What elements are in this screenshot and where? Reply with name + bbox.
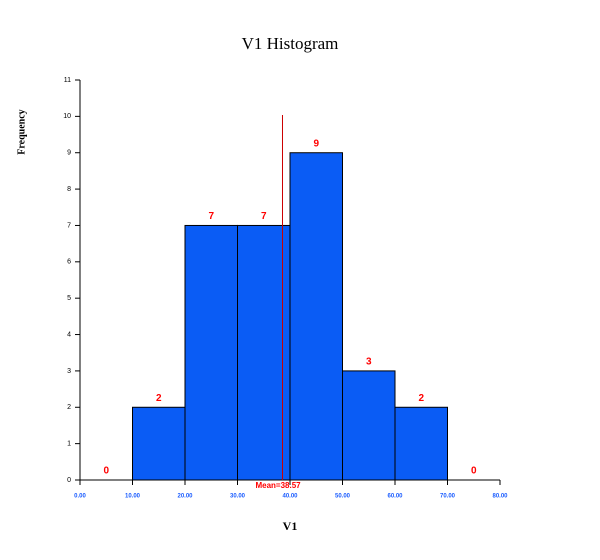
data-label: 0 xyxy=(471,466,477,477)
x-tick-label: 0.00 xyxy=(74,494,86,500)
x-axis-label: V1 xyxy=(283,519,298,533)
bar xyxy=(132,406,186,481)
bar xyxy=(184,224,238,481)
y-tick-label: 1 xyxy=(67,440,71,447)
y-tick-label: 11 xyxy=(64,77,71,84)
y-tick-label: 10 xyxy=(63,113,71,120)
x-tick-label: 30.00 xyxy=(230,494,246,500)
x-tick-label: 40.00 xyxy=(282,494,298,500)
data-label: 3 xyxy=(366,357,372,368)
data-label: 7 xyxy=(261,211,267,222)
y-tick-label: 9 xyxy=(67,150,71,157)
y-tick-label: 6 xyxy=(67,259,71,266)
x-tick-label: 50.00 xyxy=(335,494,351,500)
bar xyxy=(289,152,343,481)
x-tick-label: 10.00 xyxy=(125,494,141,500)
y-tick-label: 0 xyxy=(67,477,71,484)
y-tick-label: 7 xyxy=(67,222,71,229)
data-label: 0 xyxy=(103,466,109,477)
bar xyxy=(394,406,448,481)
x-tick-label: 70.00 xyxy=(440,494,456,500)
y-tick-label: 2 xyxy=(67,404,71,411)
data-label: 9 xyxy=(313,138,319,149)
y-tick-label: 8 xyxy=(67,186,71,193)
y-tick-label: 5 xyxy=(67,295,71,302)
data-label: 2 xyxy=(156,393,162,404)
bar xyxy=(342,370,396,481)
mean-label: Mean=38.57 xyxy=(255,481,301,490)
chart-title: V1 Histogram xyxy=(242,34,339,53)
x-tick-label: 60.00 xyxy=(387,494,403,500)
x-tick-label: 20.00 xyxy=(177,494,193,500)
data-label: 2 xyxy=(418,393,424,404)
data-label: 7 xyxy=(208,211,214,222)
x-tick-label: 80.00 xyxy=(492,494,508,500)
y-tick-label: 3 xyxy=(67,368,71,375)
y-tick-label: 4 xyxy=(67,331,71,338)
y-axis-label: Frequency xyxy=(16,109,27,154)
